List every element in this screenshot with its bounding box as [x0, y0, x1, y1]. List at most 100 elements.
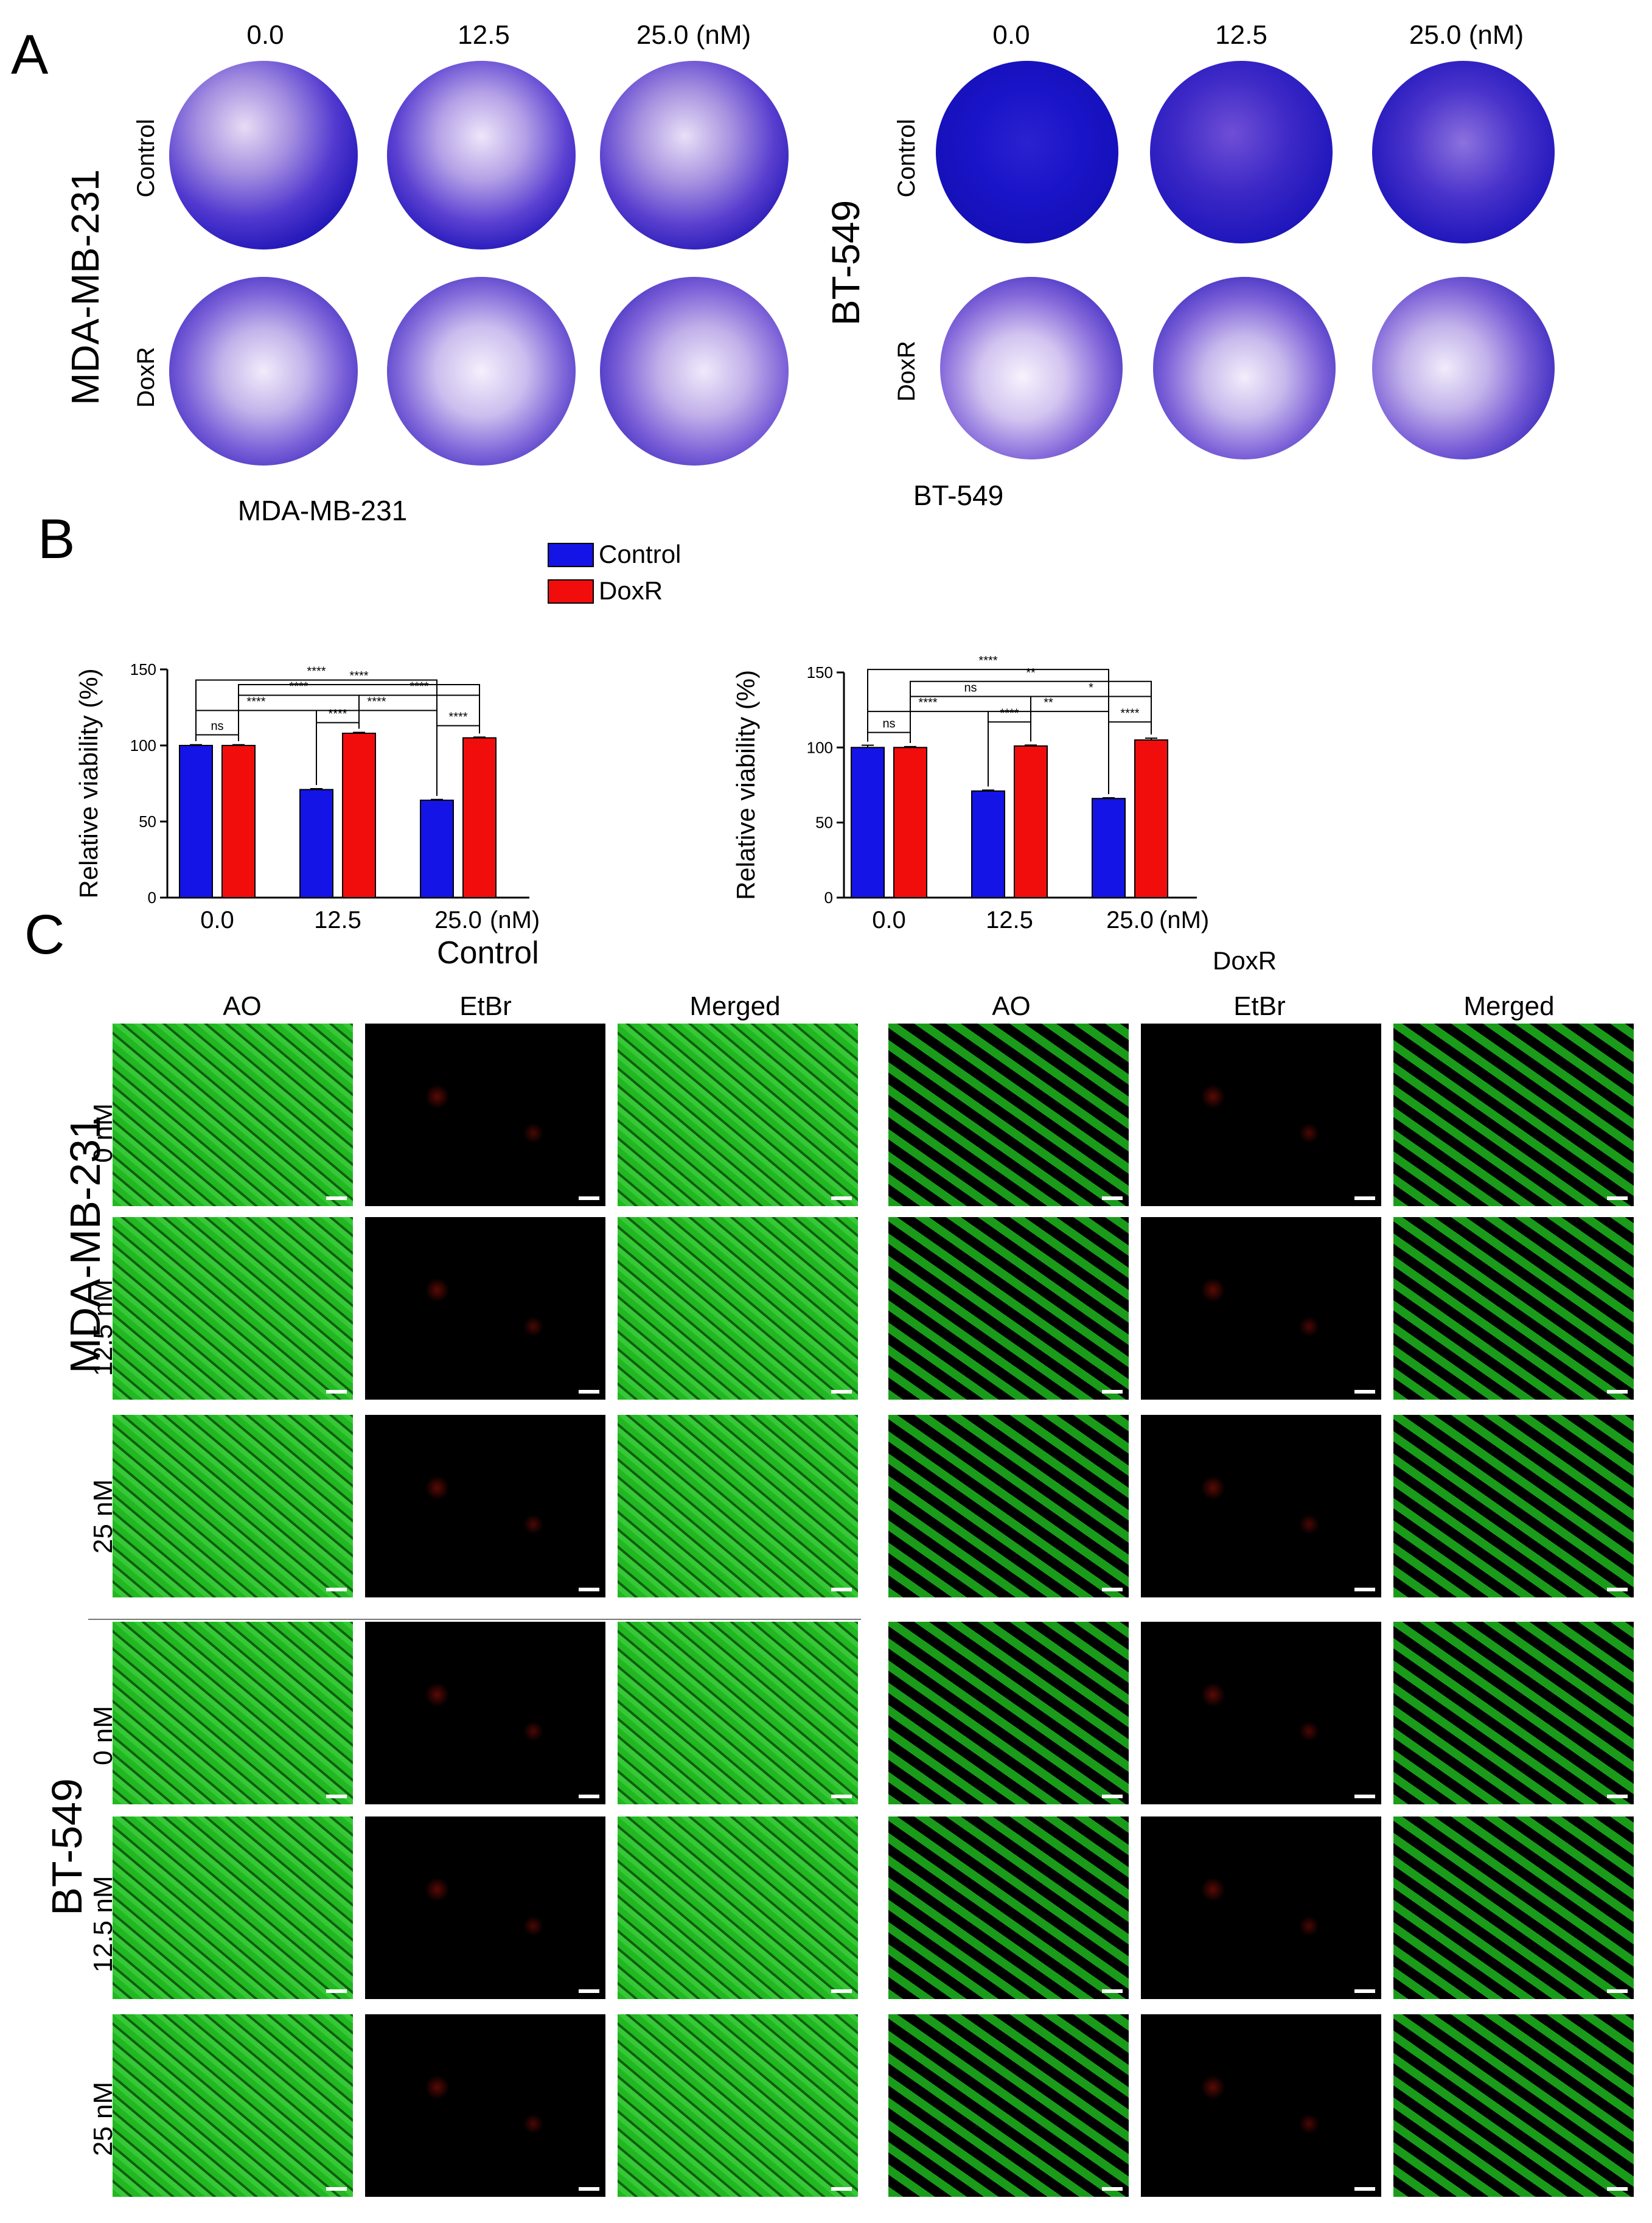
viability-chart-bt549: BT-549 Relative viability (%) 0 50 100 150 0.0… — [731, 480, 1209, 934]
micrograph-merged — [1393, 1024, 1634, 1206]
y-axis-label: Relative viability (%) — [74, 668, 103, 898]
crystal-violet-dish — [1150, 61, 1333, 243]
micrograph-merged — [618, 1622, 858, 1804]
conc-header: 0.0 — [246, 20, 284, 50]
scale-bar — [1607, 2187, 1628, 2191]
significance-bracket — [988, 711, 1109, 794]
crystal-violet-dish — [940, 277, 1123, 459]
crystal-violet-dish — [600, 277, 789, 466]
scale-bar — [831, 1196, 852, 1200]
scale-bar — [1354, 2187, 1375, 2191]
micrograph-etbr — [1141, 1217, 1381, 1400]
scale-bar — [326, 1196, 347, 1200]
micrograph-etbr — [1141, 1816, 1381, 1999]
micrograph-etbr — [365, 1415, 605, 1597]
significance-bracket — [195, 734, 239, 741]
column-header: EtBr — [459, 991, 512, 1021]
group-divider — [88, 1619, 861, 1620]
cell-line-label: MDA-MB-231 — [63, 169, 107, 405]
micrograph-merged — [1393, 1816, 1634, 1999]
scale-bar — [1354, 1196, 1375, 1200]
significance-label: **** — [410, 680, 428, 694]
scale-bar — [326, 2187, 347, 2191]
significance-bracket — [867, 731, 911, 743]
y-tick-label: 0 — [824, 888, 833, 907]
scale-bar — [1607, 1989, 1628, 1993]
y-tick-label: 100 — [130, 736, 156, 755]
micrograph-merged — [618, 1816, 858, 1999]
group-title-doxr: DoxR — [1213, 946, 1277, 975]
bar-doxr — [462, 737, 497, 898]
conc-header: 0.0 — [992, 20, 1030, 50]
micrograph-ao — [888, 1024, 1129, 1206]
crystal-violet-dish — [600, 61, 789, 250]
panel-label-c: C — [24, 904, 65, 966]
micrograph-ao — [888, 2014, 1129, 2197]
micrograph-ao — [113, 1217, 353, 1400]
legend-swatch-control — [548, 543, 594, 567]
crystal-violet-dish — [1153, 277, 1336, 459]
scale-bar — [1102, 2187, 1123, 2191]
micrograph-merged — [1393, 1415, 1634, 1597]
scale-bar — [1102, 1795, 1123, 1798]
micrograph-ao — [113, 2014, 353, 2197]
significance-label: **** — [349, 669, 368, 683]
micrograph-ao — [888, 1415, 1129, 1597]
conc-header: 25.0 (nM) — [1409, 20, 1524, 50]
x-unit-label: (nM) — [490, 907, 540, 934]
crystal-violet-dish — [387, 61, 576, 250]
micrograph-ao — [888, 1217, 1129, 1400]
bar-control — [299, 789, 333, 898]
micrograph-merged — [1393, 1622, 1634, 1804]
row-label-control: Control — [133, 119, 159, 198]
cell-line-label: BT-549 — [824, 200, 868, 326]
micrograph-etbr — [1141, 1415, 1381, 1597]
scale-bar — [1354, 1390, 1375, 1394]
significance-label: **** — [918, 696, 937, 710]
conc-header: 12.5 — [1215, 20, 1267, 50]
legend-swatch-doxr — [548, 579, 594, 604]
significance-label: ** — [1044, 696, 1053, 710]
bar-control — [420, 800, 454, 898]
conc-header: 25.0 (nM) — [636, 20, 751, 50]
crystal-violet-dish — [387, 277, 576, 466]
scale-bar — [831, 1588, 852, 1591]
micrograph-etbr — [1141, 1024, 1381, 1206]
micrograph-ao — [113, 1622, 353, 1804]
scale-bar — [831, 2187, 852, 2191]
scale-bar — [326, 1989, 347, 1993]
significance-label: **** — [1120, 707, 1139, 720]
bar-control — [1092, 798, 1126, 899]
x-tick-label: 0.0 — [200, 907, 234, 934]
significance-bracket — [910, 680, 1152, 743]
chart-title: BT-549 — [913, 480, 1003, 511]
micrograph-etbr — [1141, 1622, 1381, 1804]
x-tick-label: 25.0 — [1106, 907, 1154, 934]
viability-chart-mda: MDA-MB-231 Relative viability (%) 0 50 100 15… — [74, 495, 540, 934]
scale-bar — [579, 2187, 599, 2191]
micrograph-merged — [618, 2014, 858, 2197]
significance-label: **** — [289, 680, 308, 694]
micrograph-ao — [113, 1415, 353, 1597]
significance-label: **** — [246, 696, 265, 709]
scale-bar — [1102, 1196, 1123, 1200]
scale-bar — [1102, 1390, 1123, 1394]
scale-bar — [326, 1588, 347, 1591]
scale-bar — [326, 1795, 347, 1798]
significance-label: **** — [307, 665, 326, 679]
y-tick-label: 50 — [139, 812, 156, 831]
significance-label: **** — [367, 696, 386, 709]
bar-doxr — [1014, 745, 1048, 898]
crystal-violet-dish — [169, 277, 358, 466]
x-tick-label: 0.0 — [872, 907, 906, 934]
scale-bar — [579, 1588, 599, 1591]
crystal-violet-dish — [936, 61, 1118, 243]
x-tick-label: 25.0 — [434, 907, 482, 934]
x-tick-label: 12.5 — [314, 907, 361, 934]
y-axis-label: Relative viability (%) — [731, 670, 760, 900]
scale-bar — [579, 1196, 599, 1200]
significance-label: ns — [211, 720, 223, 733]
scale-bar — [1102, 1588, 1123, 1591]
row-label-control: Control — [893, 119, 920, 198]
bar-control — [971, 790, 1005, 898]
